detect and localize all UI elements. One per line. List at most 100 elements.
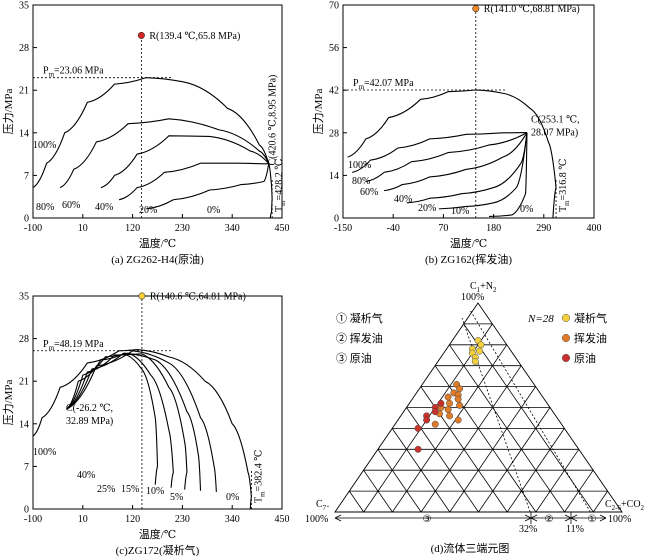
quality-label: 80% [352, 176, 370, 187]
phase-envelope-curve [66, 352, 174, 488]
data-point [477, 341, 485, 349]
y-tick-label: 0 [334, 214, 339, 225]
top-vertex-percent: 100% [461, 292, 484, 303]
y-tick-label: 70 [329, 1, 339, 12]
ternary-grid-line [434, 365, 537, 513]
phase-envelope-curve [66, 352, 202, 491]
quality-label: 10% [451, 206, 469, 217]
critical-point-label: C(253.1 ℃, [531, 115, 580, 126]
y-tick-label: 28 [19, 43, 29, 54]
phase-envelope-curve [365, 132, 528, 183]
data-point [431, 420, 439, 428]
quality-label: 40% [77, 470, 95, 481]
panel-caption: (b) ZG162(挥发油) [425, 252, 512, 266]
n-label: N=28 [527, 313, 554, 325]
quality-label: 0% [226, 492, 239, 503]
x-tick-label: 290 [536, 223, 551, 234]
reservoir-point-label: R(140.6 ℃,64.81 MPa) [150, 292, 246, 303]
x-tick-label: 180 [486, 223, 501, 234]
x-axis-label: 温度/℃ [139, 527, 176, 541]
data-point [444, 393, 452, 401]
data-point [454, 395, 462, 403]
phase-envelope-curve [438, 132, 528, 210]
phase-envelope-curve [146, 163, 270, 210]
y-tick-label: 35 [19, 292, 29, 303]
y-tick-label: 42 [329, 86, 339, 97]
data-point [454, 416, 462, 424]
y-tick-label: 14 [19, 128, 29, 139]
quality-label: 100% [33, 447, 56, 458]
panel-caption: (a) ZG262-H4(原油) [111, 252, 204, 266]
quality-label: 100% [33, 140, 56, 151]
x-axis-label: 温度/℃ [450, 236, 487, 250]
y-tick-label: 14 [19, 419, 29, 430]
quality-label: 0% [207, 205, 220, 216]
quality-label: 100% [348, 160, 371, 171]
reservoir-point-label: R(139.4 ℃,65.8 MPa) [149, 31, 240, 42]
x-tick-label: 230 [175, 514, 190, 525]
y-tick-label: 56 [329, 43, 339, 54]
arrow-head [599, 514, 607, 522]
x-axis-label: 温度/℃ [139, 236, 176, 250]
data-point [431, 408, 439, 416]
legend-marker [561, 333, 571, 343]
phase-envelope-curve [118, 162, 269, 201]
y-tick-label: 0 [24, 505, 29, 516]
y-tick-label: 21 [19, 86, 29, 97]
zone-legend-item: ② 挥发油 [336, 331, 383, 345]
x-tick-label: 120 [125, 223, 140, 234]
x-tick-label: 10 [78, 223, 88, 234]
panel-a: 0 7 14 21 28 35 -100 10 120 230 340 450 压力/MPa 温度/℃ (a… [2, 1, 290, 267]
quality-label: 40% [95, 202, 113, 213]
quality-label: 25% [97, 484, 115, 495]
legend-marker [561, 313, 571, 323]
arrow-head [334, 514, 342, 522]
phase-envelope-curve [66, 350, 217, 492]
phase-envelope-curve [406, 132, 528, 204]
panel-b: 0 14 28 42 56 70 -150 -40 70 180 290 400 压力/MPa 温度/℃ (… [312, 1, 602, 267]
x-tick-label: 70 [438, 223, 448, 234]
y-axis-label: 压力/MPa [2, 88, 15, 134]
quality-label: 15% [121, 484, 139, 495]
zone-boundary [469, 309, 591, 513]
plot-frame [32, 4, 283, 219]
arrow-head [570, 514, 578, 522]
reservoir-point [138, 292, 146, 300]
x-tick-label: 340 [225, 223, 240, 234]
phase-envelope-curve [59, 118, 270, 189]
critical-point-label: 32.89 MPa) [66, 416, 113, 427]
data-point [444, 406, 452, 414]
left-vertex-label: C7⁺ [316, 499, 330, 512]
arrow-head [564, 514, 572, 522]
zone-legend-item: ③ 原油 [336, 351, 372, 365]
plot-frame [32, 295, 283, 510]
y-tick-label: 35 [19, 1, 29, 12]
phase-envelope-curve [384, 132, 528, 192]
data-point [446, 399, 453, 407]
x-tick-label: -150 [334, 223, 352, 234]
phase-envelope-curve [66, 353, 188, 490]
arrow-head [530, 514, 538, 522]
ternary-grid-line [478, 407, 551, 513]
y-axis-label: 压力/MPa [312, 88, 325, 134]
quality-label: 5% [170, 492, 183, 503]
ternary-grid-line [420, 365, 522, 513]
tm-label: Tm=316.8 ℃ [558, 159, 571, 212]
reservoir-point [472, 5, 480, 13]
data-point [446, 412, 454, 420]
boundary-label: 11% [566, 524, 584, 535]
x-tick-label: 10 [78, 514, 88, 525]
right-vertex-label: C2-6+CO2 [605, 499, 645, 512]
y-tick-label: 14 [329, 171, 339, 182]
pm-label: Pm=48.19 MPa [43, 339, 104, 352]
quality-label: 10% [146, 486, 164, 497]
y-tick-label: 0 [24, 214, 29, 225]
plot-frame [342, 4, 595, 219]
quality-label: 20% [139, 205, 157, 216]
reservoir-point [137, 31, 145, 39]
y-axis-label: 压力/MPa [2, 379, 15, 425]
panel-caption: (d)流体三端元图 [431, 541, 510, 555]
panel-caption: (c)ZG172(凝析气) [116, 543, 200, 557]
